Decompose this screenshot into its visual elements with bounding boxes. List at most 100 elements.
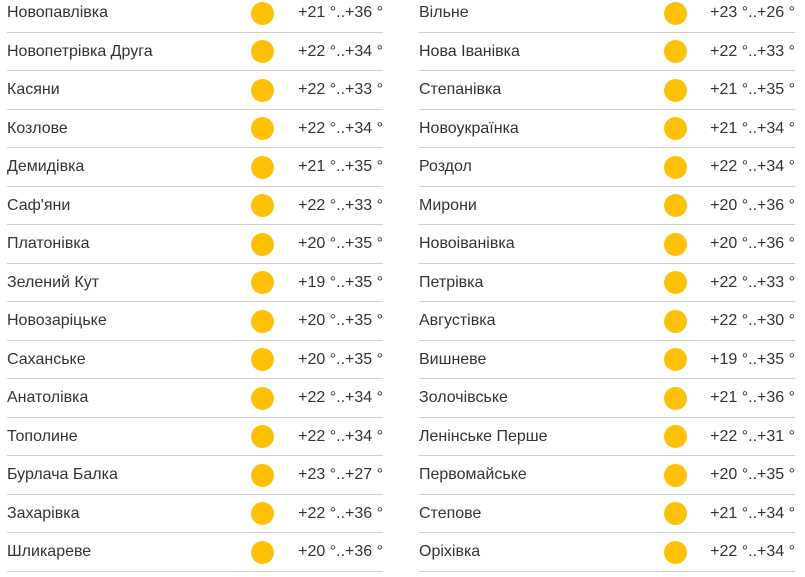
sun-icon	[251, 386, 274, 410]
city-forecast-row[interactable]: Новоіванівка +20 °..+36 °	[419, 225, 795, 264]
city-name[interactable]: Августівка	[419, 312, 496, 329]
city-name[interactable]: Козлове	[7, 119, 68, 137]
city-forecast-row[interactable]: Ленінське Перше +22 °..+31 °	[419, 418, 795, 456]
city-name[interactable]: Золочівське	[419, 389, 508, 406]
city-name[interactable]: Саф'яни	[7, 196, 71, 214]
city-name[interactable]: Ленінське Перше	[419, 427, 548, 445]
sun-icon	[664, 309, 687, 333]
sun-icon	[664, 348, 687, 371]
temperature-range: +22 °..+36 °	[298, 504, 383, 522]
city-name[interactable]: Первомайське	[419, 466, 527, 483]
city-name[interactable]: Мирони	[419, 196, 477, 214]
sun-icon	[664, 194, 687, 217]
sun-icon	[251, 502, 274, 525]
city-name[interactable]: Захарівка	[7, 504, 80, 522]
city-forecast-row[interactable]: Саф'яни +22 °..+33 °	[7, 187, 383, 225]
city-forecast-row[interactable]: Вільне +23 °..+26 °	[419, 0, 795, 33]
temperature-range: +21 °..+36 °	[710, 389, 795, 406]
temperature-range: +22 °..+33 °	[710, 273, 795, 291]
city-forecast-row[interactable]: Демидівка +21 °..+35 °	[7, 148, 383, 187]
temperature-range: +21 °..+35 °	[710, 81, 795, 98]
temperature-range: +20 °..+35 °	[298, 312, 383, 329]
city-name[interactable]: Вишневе	[419, 350, 487, 368]
city-name[interactable]: Анатолівка	[7, 389, 89, 406]
city-forecast-row[interactable]: Петрівка +22 °..+33 °	[419, 264, 795, 302]
city-forecast-row[interactable]: Зелений Кут +19 °..+35 °	[7, 264, 383, 302]
temperature-range: +22 °..+34 °	[710, 543, 795, 560]
city-name[interactable]: Касяни	[7, 81, 60, 98]
city-forecast-row[interactable]: Платонівка +20 °..+35 °	[7, 225, 383, 264]
city-forecast-row[interactable]: Новопавлівка +21 °..+36 °	[7, 0, 383, 33]
city-name[interactable]: Новоіванівка	[419, 235, 515, 252]
sun-icon	[664, 271, 687, 294]
city-forecast-row[interactable]: Августівка +22 °..+30 °	[419, 302, 795, 341]
sun-icon	[664, 502, 687, 525]
temperature-range: +22 °..+33 °	[298, 196, 383, 214]
temperature-range: +21 °..+34 °	[710, 119, 795, 137]
city-name[interactable]: Демидівка	[7, 158, 85, 175]
city-forecast-row[interactable]: Тополине +22 °..+34 °	[7, 418, 383, 456]
city-name[interactable]: Новопавлівка	[7, 4, 109, 21]
sun-icon	[251, 463, 274, 487]
sun-icon	[251, 155, 274, 179]
city-forecast-row[interactable]: Золочівське +21 °..+36 °	[419, 379, 795, 418]
city-name[interactable]: Оріхівка	[419, 543, 481, 560]
city-name[interactable]: Новоукраїнка	[419, 119, 519, 137]
sun-icon	[251, 194, 274, 217]
city-forecast-row[interactable]: Шликареве +20 °..+36 °	[7, 533, 383, 572]
city-name[interactable]: Петрівка	[419, 273, 484, 291]
city-name[interactable]: Степове	[419, 504, 482, 522]
city-forecast-row[interactable]: Степове +21 °..+34 °	[419, 495, 795, 533]
forecast-list-right: Вільне +23 °..+26 ° Нова Іванівка +22 °..+3…	[419, 0, 795, 572]
city-forecast-row[interactable]: Новозаріцьке +20 °..+35 °	[7, 302, 383, 341]
city-name[interactable]: Новопетрівка Друга	[7, 42, 153, 60]
city-forecast-row[interactable]: Бурлача Балка +23 °..+27 °	[7, 456, 383, 495]
temperature-range: +22 °..+33 °	[710, 42, 795, 60]
city-forecast-row[interactable]: Анатолівка +22 °..+34 °	[7, 379, 383, 418]
city-forecast-row[interactable]: Роздол +22 °..+34 °	[419, 148, 795, 187]
city-forecast-row[interactable]: Первомайське +20 °..+35 °	[419, 456, 795, 495]
temperature-range: +22 °..+34 °	[298, 427, 383, 445]
sun-icon	[664, 540, 687, 564]
temperature-range: +20 °..+35 °	[298, 350, 383, 368]
temperature-range: +22 °..+34 °	[298, 119, 383, 137]
sun-icon	[664, 117, 687, 140]
temperature-range: +20 °..+35 °	[298, 235, 383, 252]
temperature-range: +20 °..+36 °	[710, 196, 795, 214]
temperature-range: +21 °..+34 °	[710, 504, 795, 522]
city-name[interactable]: Бурлача Балка	[7, 466, 118, 483]
sun-icon	[664, 78, 687, 102]
city-name[interactable]: Зелений Кут	[7, 273, 100, 291]
sun-icon	[251, 425, 274, 448]
sun-icon	[251, 117, 274, 140]
city-forecast-row[interactable]: Касяни +22 °..+33 °	[7, 71, 383, 110]
city-forecast-row[interactable]: Новоукраїнка +21 °..+34 °	[419, 110, 795, 148]
city-name[interactable]: Саханське	[7, 350, 86, 368]
city-name[interactable]: Вільне	[419, 4, 469, 21]
city-forecast-row[interactable]: Оріхівка +22 °..+34 °	[419, 533, 795, 572]
city-forecast-row[interactable]: Захарівка +22 °..+36 °	[7, 495, 383, 533]
city-forecast-row[interactable]: Козлове +22 °..+34 °	[7, 110, 383, 148]
sun-icon	[664, 232, 687, 256]
city-forecast-row[interactable]: Степанівка +21 °..+35 °	[419, 71, 795, 110]
city-forecast-row[interactable]: Саханське +20 °..+35 °	[7, 341, 383, 379]
sun-icon	[251, 540, 274, 564]
temperature-range: +23 °..+26 °	[710, 4, 795, 21]
city-name[interactable]: Новозаріцьке	[7, 312, 107, 329]
temperature-range: +21 °..+35 °	[298, 158, 383, 175]
city-name[interactable]: Платонівка	[7, 235, 90, 252]
sun-icon	[664, 1, 687, 25]
sun-icon	[251, 348, 274, 371]
city-name[interactable]: Тополине	[7, 427, 78, 445]
city-forecast-row[interactable]: Нова Іванівка +22 °..+33 °	[419, 33, 795, 71]
city-forecast-row[interactable]: Вишневе +19 °..+35 °	[419, 341, 795, 379]
city-name[interactable]: Степанівка	[419, 81, 502, 98]
city-forecast-row[interactable]: Новопетрівка Друга +22 °..+34 °	[7, 33, 383, 71]
city-name[interactable]: Роздол	[419, 158, 472, 175]
sun-icon	[251, 78, 274, 102]
temperature-range: +23 °..+27 °	[298, 466, 383, 483]
temperature-range: +22 °..+30 °	[710, 312, 795, 329]
city-forecast-row[interactable]: Мирони +20 °..+36 °	[419, 187, 795, 225]
city-name[interactable]: Шликареве	[7, 543, 92, 560]
city-name[interactable]: Нова Іванівка	[419, 42, 520, 60]
